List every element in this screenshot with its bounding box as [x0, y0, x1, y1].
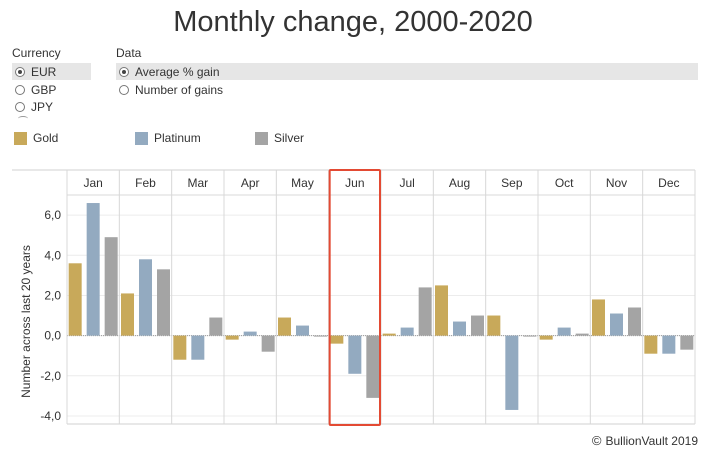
legend-label: Silver [274, 131, 305, 145]
radio-selected-icon [119, 66, 129, 77]
x-category-label: Jul [399, 176, 414, 190]
radio-unselected-icon [15, 84, 25, 95]
data-option-average-gain[interactable]: Average % gain [116, 63, 698, 80]
legend-label: Platinum [154, 131, 201, 145]
x-category-label: Dec [658, 176, 679, 190]
bar-platinum-dec [662, 335, 676, 354]
y-tick-label: 0,0 [44, 329, 61, 343]
radio-unselected-icon [15, 101, 25, 112]
x-category-label: May [291, 176, 314, 190]
bar-gold-oct [539, 335, 553, 340]
currency-option-label: EUR [31, 64, 57, 79]
highlight-box-jun [328, 169, 381, 426]
radio-selected-icon [15, 66, 25, 77]
currency-option-label: GBP [31, 82, 57, 97]
bar-gold-dec [644, 335, 658, 354]
bar-silver-mar [209, 317, 223, 336]
bar-platinum-nov [610, 313, 623, 336]
bar-platinum-aug [453, 321, 466, 336]
credit-text: BullionVault 2019 [605, 433, 698, 448]
radio-unselected-icon [119, 84, 129, 95]
bar-gold-aug [435, 285, 448, 336]
bar-platinum-sep [505, 335, 519, 410]
bar-platinum-oct [557, 327, 571, 336]
y-tick-label: -4,0 [40, 409, 61, 423]
legend-swatch-platinum [135, 131, 148, 145]
bar-gold-mar [173, 335, 187, 360]
bar-gold-feb [121, 293, 134, 336]
currency-option-eur[interactable]: EUR [12, 63, 91, 80]
credit: © BullionVault 2019 [592, 433, 698, 448]
legend-item-platinum[interactable]: Platinum [135, 131, 201, 145]
bar-platinum-jun [348, 335, 362, 374]
bar-gold-nov [592, 299, 605, 336]
bar-silver-apr [261, 335, 275, 352]
bar-gold-jun [330, 335, 344, 344]
x-category-label: Sep [501, 176, 523, 190]
chart-title: Monthly change, 2000-2020 [173, 6, 533, 38]
bar-silver-nov [628, 307, 641, 336]
bar-platinum-mar [191, 335, 205, 360]
legend-item-silver[interactable]: Silver [255, 131, 304, 145]
data-option-number-of-gains[interactable]: Number of gains [116, 81, 416, 98]
y-axis-label: Number across last 20 years [19, 245, 33, 398]
bar-gold-jul [382, 333, 396, 336]
y-tick-label: -2,0 [40, 369, 61, 383]
x-category-label: Apr [241, 176, 260, 190]
legend-swatch-silver [255, 131, 268, 145]
bar-gold-may [278, 317, 291, 336]
legend-item-gold[interactable]: Gold [14, 131, 58, 145]
x-category-label: Oct [555, 176, 574, 190]
bar-platinum-may [296, 325, 309, 336]
y-tick-label: 2,0 [44, 288, 61, 302]
data-label: Data [116, 46, 142, 60]
bar-platinum-feb [139, 259, 152, 336]
x-category-label: Nov [606, 176, 627, 190]
copyright-icon: © [591, 433, 602, 448]
bar-platinum-jan [86, 203, 100, 336]
data-option-label: Average % gain [135, 64, 220, 79]
y-tick-label: 4,0 [44, 248, 61, 262]
y-tick-label: 6,0 [44, 208, 61, 222]
bar-silver-jul [418, 287, 432, 336]
x-category-label: Feb [135, 176, 156, 190]
x-category-label: Jun [345, 176, 364, 190]
bar-silver-may [314, 335, 327, 337]
currency-option-label: JPY [31, 99, 54, 114]
legend-swatch-gold [14, 131, 27, 145]
bar-silver-dec [680, 335, 694, 350]
bar-platinum-apr [243, 331, 257, 336]
currency-option-jpy[interactable]: JPY [12, 98, 91, 115]
bar-gold-sep [487, 315, 501, 336]
data-option-label: Number of gains [135, 82, 224, 97]
currency-option-gbp[interactable]: GBP [12, 81, 91, 98]
bar-gold-jan [68, 263, 82, 336]
bar-silver-sep [523, 335, 537, 337]
radio-partial-icon [18, 116, 28, 121]
legend-label: Gold [33, 131, 59, 145]
bar-silver-jun [366, 335, 380, 398]
bar-gold-apr [225, 335, 239, 340]
x-category-label: Aug [449, 176, 470, 190]
bar-silver-oct [575, 333, 589, 336]
bar-silver-feb [157, 269, 170, 336]
x-category-label: Mar [187, 176, 208, 190]
bar-silver-jan [104, 237, 118, 336]
currency-label: Currency [12, 46, 61, 60]
bar-platinum-jul [400, 327, 414, 336]
bar-silver-aug [471, 315, 484, 336]
x-category-label: Jan [83, 176, 102, 190]
